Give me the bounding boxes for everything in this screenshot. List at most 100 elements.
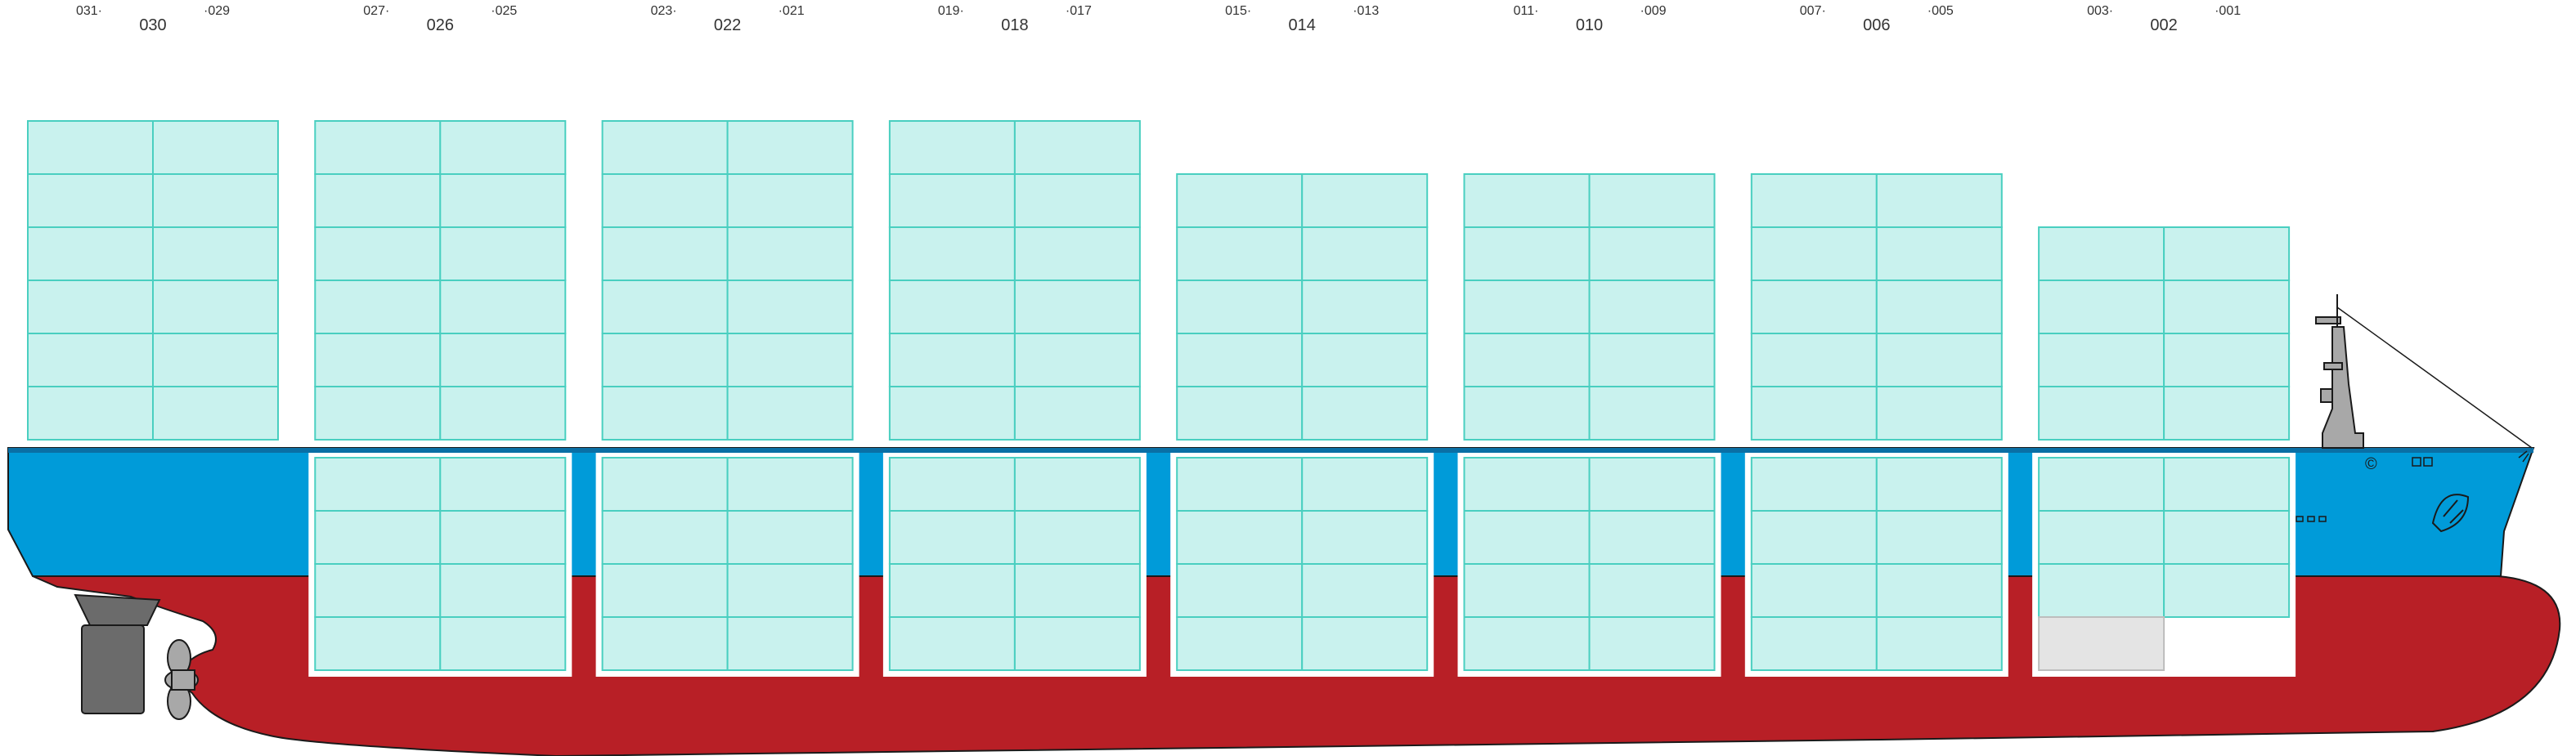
- hold-container-slot: [1301, 563, 1429, 618]
- hold-container-slot: [1588, 510, 1716, 565]
- hold-container-slot: [888, 457, 1016, 512]
- deck-container-slot: [1750, 280, 1878, 334]
- bay-fwd-number: ·017: [1066, 4, 1092, 18]
- hold-container-slot: [1588, 457, 1716, 512]
- hold-container-slot: [314, 563, 442, 618]
- hold-container-slot: [726, 457, 854, 512]
- bay-aft-number: 019·: [938, 4, 964, 18]
- deck-container-slot: [1588, 333, 1716, 387]
- bay-fwd-number: ·001: [2215, 4, 2241, 18]
- hold-container-slot: [1875, 616, 2003, 671]
- hold-container-slot: [1301, 510, 1429, 565]
- deck-container-slot: [1750, 226, 1878, 281]
- deck-container-slot: [1013, 173, 1141, 228]
- deck-container-slot: [314, 386, 442, 441]
- deck-container-slot: [726, 333, 854, 387]
- hold-container-slot: [601, 510, 729, 565]
- deck-container-slot: [27, 173, 154, 228]
- bay-fwd-number: ·029: [204, 4, 230, 18]
- hold-container-slot: [1013, 457, 1141, 512]
- deck-container-slot: [1301, 333, 1429, 387]
- hold-container-slot: [2163, 457, 2291, 512]
- deck-container-slot: [1301, 386, 1429, 441]
- bay-number: 018: [1001, 16, 1028, 34]
- deck-container-slot: [152, 120, 279, 175]
- bay-aft-number: 027·: [363, 4, 389, 18]
- deck-container-slot: [1013, 280, 1141, 334]
- deck-container-slot: [1176, 333, 1304, 387]
- bay-number: 006: [1863, 16, 1890, 34]
- hold-container-slot: [314, 616, 442, 671]
- deck-container-slot: [726, 386, 854, 441]
- hold-container-slot: [1750, 563, 1878, 618]
- hold-container-slot: [601, 563, 729, 618]
- hold-container-slot: [1463, 457, 1591, 512]
- deck-container-slot: [1176, 280, 1304, 334]
- hold-container-slot: [601, 457, 729, 512]
- deck-container-slot: [1588, 280, 1716, 334]
- deck-container-slot: [1875, 280, 2003, 334]
- hold-container-slot: [1875, 510, 2003, 565]
- anchor-icon: [2431, 494, 2470, 533]
- deck-container-slot: [1750, 173, 1878, 228]
- deck-container-slot: [1463, 280, 1591, 334]
- hold-container-slot: [439, 457, 567, 512]
- bay-fwd-number: ·009: [1640, 4, 1667, 18]
- deck-container-slot: [2163, 226, 2291, 281]
- deck-container-slot: [152, 226, 279, 281]
- bay-fwd-number: ·021: [779, 4, 805, 18]
- deck-container-slot: [888, 333, 1016, 387]
- deck-container-slot: [601, 280, 729, 334]
- deck-container-slot: [1013, 333, 1141, 387]
- deck-container-slot: [2038, 226, 2165, 281]
- hold-container-slot: [601, 616, 729, 671]
- bay-aft-number: 003·: [2087, 4, 2113, 18]
- deck-container-slot: [1301, 280, 1429, 334]
- deck-container-slot: [888, 120, 1016, 175]
- deck-container-slot: [601, 333, 729, 387]
- deck-container-slot: [1176, 386, 1304, 441]
- deck-container-slot: [726, 280, 854, 334]
- hold-container-slot: [2038, 563, 2165, 618]
- deck-container-slot: [726, 226, 854, 281]
- deck-container-slot: [888, 173, 1016, 228]
- bay-fwd-number: ·025: [491, 4, 517, 18]
- hold-container-slot: [314, 510, 442, 565]
- deck-container-slot: [152, 173, 279, 228]
- hold-container-slot: [2038, 457, 2165, 512]
- bay-aft-number: 031·: [76, 4, 102, 18]
- deck-container-slot: [439, 280, 567, 334]
- deck-container-slot: [1013, 226, 1141, 281]
- deck-container-slot: [152, 333, 279, 387]
- deck-container-slot: [1463, 333, 1591, 387]
- hold-container-slot: [439, 616, 567, 671]
- bay-aft-number: 023·: [651, 4, 677, 18]
- deck-container-slot: [27, 120, 154, 175]
- deck-container-slot: [439, 173, 567, 228]
- hold-container-slot: [2163, 510, 2291, 565]
- deck-container-slot: [1176, 226, 1304, 281]
- deck-container-slot: [1750, 333, 1878, 387]
- draft-marks: [2296, 450, 2529, 522]
- deck-container-slot: [1463, 226, 1591, 281]
- deck-container-slot: [726, 173, 854, 228]
- hold-container-slot: [726, 510, 854, 565]
- deck-container-slot: [27, 226, 154, 281]
- bay-number: 014: [1289, 16, 1316, 34]
- bay-aft-number: 015·: [1225, 4, 1251, 18]
- deck-container-slot: [1875, 333, 2003, 387]
- hold-container-slot: [1875, 563, 2003, 618]
- deck-container-slot: [726, 120, 854, 175]
- deck-container-slot: [1875, 386, 2003, 441]
- hold-container-slot: [1588, 563, 1716, 618]
- bay-fwd-number: ·005: [1928, 4, 1954, 18]
- deck-container-slot: [314, 173, 442, 228]
- deck-container-slot: [888, 386, 1016, 441]
- hold-container-slot: [1013, 510, 1141, 565]
- hold-container-slot: [1301, 616, 1429, 671]
- hold-container-slot: [1463, 510, 1591, 565]
- deck-container-slot: [1588, 226, 1716, 281]
- bay-aft-number: 007·: [1800, 4, 1826, 18]
- hold-container-slot: [1176, 457, 1304, 512]
